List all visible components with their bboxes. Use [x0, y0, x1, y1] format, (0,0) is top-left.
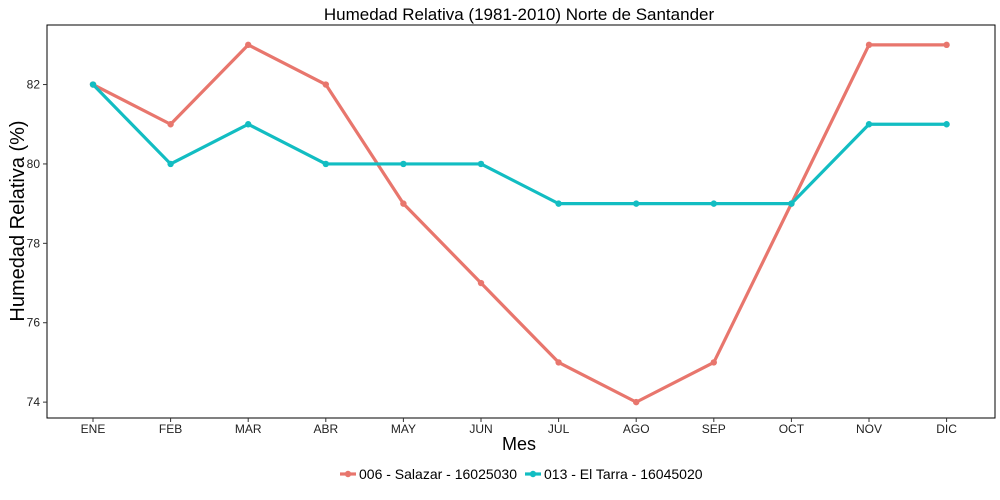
data-point — [633, 200, 640, 207]
y-tick-label: 82 — [27, 78, 41, 92]
data-point — [322, 81, 329, 88]
legend-item: 013 - El Tarra - 16045020 — [525, 466, 703, 482]
legend-key-point — [344, 470, 352, 478]
data-point — [788, 200, 795, 207]
data-point — [865, 121, 873, 128]
x-tick-label: JUL — [548, 422, 570, 436]
x-tick-label: NOV — [856, 422, 882, 436]
y-axis-title: Humedad Relativa (%) — [7, 120, 29, 321]
data-point — [710, 359, 717, 366]
data-point — [322, 160, 329, 168]
data-point — [943, 41, 950, 49]
y-tick-label: 78 — [27, 236, 41, 250]
x-axis: ENE FEB MAR ABR MAY JUN JUL AGO SEP OCT NOV DIC — [81, 418, 957, 436]
y-tick-label: 76 — [27, 316, 41, 330]
series-line — [91, 43, 949, 404]
data-point — [555, 200, 562, 207]
x-tick-label: ENE — [81, 422, 106, 436]
data-point — [89, 81, 97, 88]
data-point — [633, 398, 640, 406]
data-point — [167, 160, 174, 168]
data-point — [865, 41, 873, 49]
y-axis: 74 76 78 80 82 — [27, 78, 47, 409]
y-tick-label: 74 — [27, 395, 41, 409]
data-point — [167, 121, 174, 128]
data-point — [477, 160, 485, 168]
data-point — [710, 200, 717, 207]
legend-label: 013 - El Tarra - 16045020 — [544, 466, 703, 482]
data-point — [555, 359, 562, 366]
x-tick-label: DIC — [936, 422, 957, 436]
x-tick-label: JUN — [469, 422, 492, 436]
x-tick-label: ABR — [313, 422, 338, 436]
series-layer — [89, 41, 950, 406]
legend: 006 - Salazar - 16025030 013 - El Tarra -… — [340, 466, 703, 482]
legend-key-point — [529, 470, 537, 478]
y-tick-label: 80 — [27, 157, 41, 171]
chart-title: Humedad Relativa (1981-2010) Norte de Sa… — [324, 5, 715, 24]
series-line — [91, 82, 949, 206]
data-point — [400, 160, 407, 168]
legend-label: 006 - Salazar - 16025030 — [359, 466, 517, 482]
x-tick-label: FEB — [159, 422, 182, 436]
x-tick-label: MAY — [391, 422, 416, 436]
data-point — [477, 279, 485, 287]
legend-item: 006 - Salazar - 16025030 — [340, 466, 517, 482]
series-1 — [89, 41, 950, 406]
data-point — [943, 121, 950, 128]
x-tick-label: AGO — [623, 422, 650, 436]
x-axis-title: Mes — [502, 434, 536, 454]
x-tick-label: SEP — [702, 422, 726, 436]
data-point — [400, 200, 407, 207]
x-tick-label: MAR — [235, 422, 262, 436]
data-point — [245, 41, 252, 49]
data-point — [245, 121, 252, 128]
plot-panel — [46, 24, 996, 419]
series-2 — [89, 81, 950, 207]
x-tick-label: OCT — [779, 422, 805, 436]
